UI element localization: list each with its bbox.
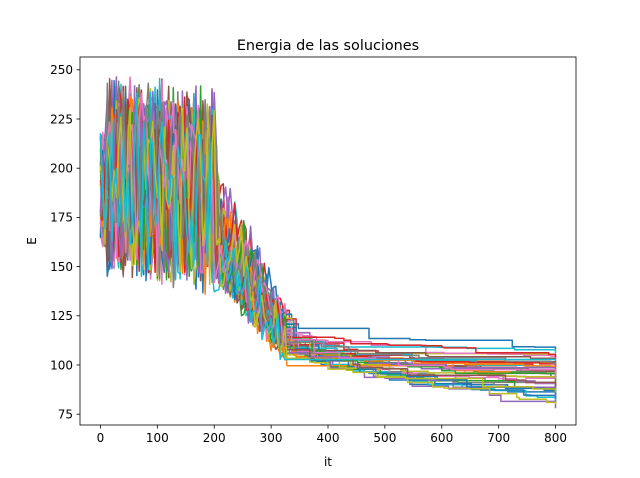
plot-area	[79, 56, 577, 426]
y-tick-label: 150	[50, 260, 73, 274]
x-tick-label: 700	[487, 431, 510, 445]
series-line	[99, 82, 557, 365]
series-line	[99, 96, 557, 361]
x-tick-label: 500	[373, 431, 396, 445]
y-axis-label: E	[25, 237, 39, 245]
x-tick-label: 0	[97, 431, 105, 445]
y-tick-label: 225	[50, 112, 73, 126]
series-line	[99, 106, 557, 393]
y-tick-label: 250	[50, 63, 73, 77]
y-tick-label: 200	[50, 161, 73, 175]
x-tick-label: 300	[260, 431, 283, 445]
x-tick-label: 200	[203, 431, 226, 445]
series-line	[99, 92, 557, 379]
series-line	[99, 77, 557, 371]
x-tick-label: 600	[430, 431, 453, 445]
x-tick-label: 400	[317, 431, 340, 445]
y-axis: 75 100 125 150 175 200 225 250	[50, 63, 80, 421]
x-axis: 0 100 200 300 400 500 600 700 800	[97, 425, 567, 445]
x-tick-label: 800	[544, 431, 567, 445]
y-tick-label: 125	[50, 309, 73, 323]
x-axis-label: it	[324, 455, 332, 469]
y-tick-label: 75	[58, 407, 73, 421]
y-tick-label: 175	[50, 211, 73, 225]
x-tick-label: 100	[146, 431, 169, 445]
y-tick-label: 100	[50, 358, 73, 372]
series-group	[99, 76, 557, 409]
chart-title: Energia de las soluciones	[237, 38, 419, 54]
